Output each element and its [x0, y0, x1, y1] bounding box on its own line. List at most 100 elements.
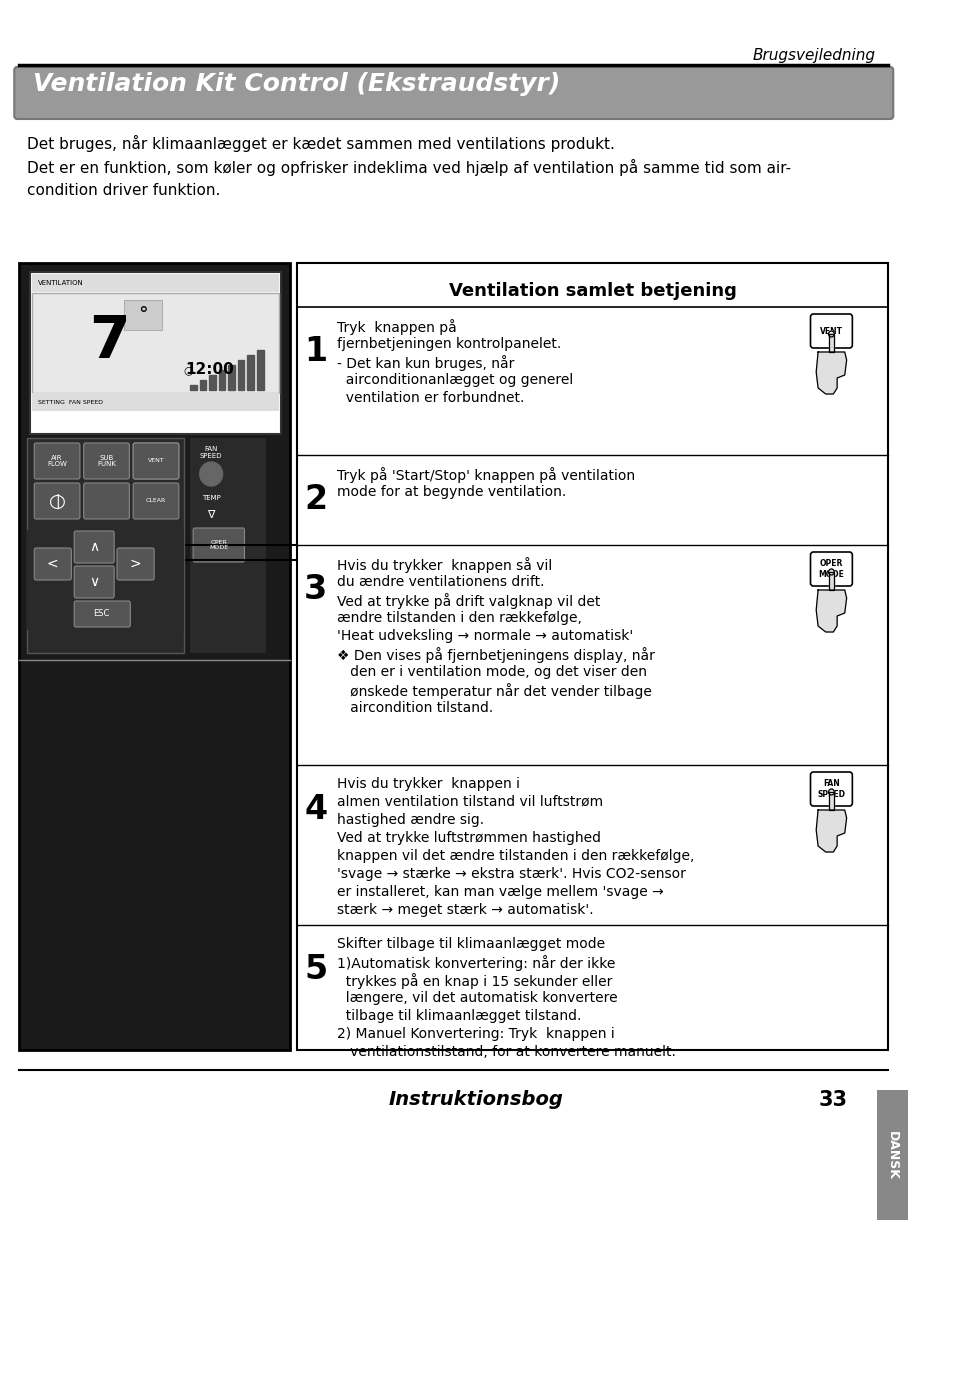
- Polygon shape: [816, 589, 845, 631]
- Text: 5: 5: [304, 953, 327, 986]
- Text: VENTILATION: VENTILATION: [38, 280, 84, 286]
- Bar: [32, 274, 278, 293]
- Bar: [190, 438, 266, 652]
- Bar: [32, 293, 278, 393]
- Polygon shape: [828, 792, 834, 811]
- Text: 'Heat udveksling → normale → automatisk': 'Heat udveksling → normale → automatisk': [336, 629, 633, 643]
- FancyBboxPatch shape: [810, 771, 851, 806]
- Text: 2) Manuel Konvertering: Tryk  knappen i: 2) Manuel Konvertering: Tryk knappen i: [336, 1028, 614, 1042]
- Polygon shape: [828, 335, 834, 351]
- Text: H: H: [38, 420, 49, 433]
- Text: ∇: ∇: [207, 510, 214, 519]
- Text: 12:00: 12:00: [185, 363, 233, 378]
- FancyBboxPatch shape: [74, 601, 131, 627]
- Text: ∨: ∨: [89, 575, 99, 589]
- Text: 4: 4: [304, 792, 327, 826]
- Text: knappen vil det ændre tilstanden i den rækkefølge,: knappen vil det ændre tilstanden i den r…: [336, 848, 694, 862]
- Text: Skifter tilbage til klimaanlægget mode: Skifter tilbage til klimaanlægget mode: [336, 937, 604, 951]
- FancyBboxPatch shape: [34, 547, 71, 580]
- Text: du ændre ventilationens drift.: du ændre ventilationens drift.: [336, 575, 543, 589]
- Text: DANSK: DANSK: [885, 1131, 898, 1179]
- FancyBboxPatch shape: [74, 566, 114, 598]
- Text: trykkes på en knap i 15 sekunder eller: trykkes på en knap i 15 sekunder eller: [336, 973, 612, 988]
- Circle shape: [199, 462, 222, 486]
- Circle shape: [828, 790, 834, 795]
- Text: OPER
MODE: OPER MODE: [818, 559, 843, 578]
- Bar: [296, 263, 887, 1050]
- Text: 3: 3: [304, 573, 327, 606]
- Text: ESC: ESC: [93, 609, 110, 619]
- Polygon shape: [237, 360, 244, 391]
- Polygon shape: [828, 573, 834, 589]
- Text: Ved at trykke på drift valgknap vil det: Ved at trykke på drift valgknap vil det: [336, 594, 599, 609]
- Text: ○: ○: [49, 491, 66, 511]
- Polygon shape: [190, 385, 196, 391]
- Polygon shape: [228, 365, 234, 391]
- Text: 7: 7: [89, 314, 130, 371]
- FancyBboxPatch shape: [133, 442, 178, 479]
- Text: ❖ Den vises på fjernbetjeningens display, når: ❖ Den vises på fjernbetjeningens display…: [336, 647, 654, 664]
- Text: Ventilation Kit Control (Ekstraudstyr): Ventilation Kit Control (Ekstraudstyr): [33, 71, 560, 97]
- Text: FAN
SPEED: FAN SPEED: [817, 780, 844, 798]
- Text: FAN
SPEED: FAN SPEED: [200, 447, 222, 459]
- Text: tilbage til klimaanlægget tilstand.: tilbage til klimaanlægget tilstand.: [336, 1009, 580, 1023]
- Text: |: |: [54, 494, 59, 508]
- Bar: [30, 272, 280, 434]
- Bar: [876, 1091, 906, 1219]
- FancyBboxPatch shape: [84, 442, 130, 479]
- Text: OPER
MODE: OPER MODE: [209, 539, 228, 550]
- Polygon shape: [247, 356, 253, 391]
- Text: VENT: VENT: [148, 459, 164, 463]
- Bar: [27, 438, 183, 652]
- Polygon shape: [256, 350, 263, 391]
- Polygon shape: [816, 351, 845, 393]
- Text: den er i ventilation mode, og det viser den: den er i ventilation mode, og det viser …: [336, 665, 646, 679]
- Text: 33: 33: [818, 1091, 846, 1110]
- FancyBboxPatch shape: [193, 528, 244, 561]
- Polygon shape: [209, 375, 215, 391]
- Text: almen ventilation tilstand vil luftstrøm: almen ventilation tilstand vil luftstrøm: [336, 795, 602, 809]
- FancyBboxPatch shape: [84, 483, 130, 519]
- Text: ○: ○: [183, 365, 193, 375]
- Text: 'svage → stærke → ekstra stærk'. Hvis CO2-sensor: 'svage → stærke → ekstra stærk'. Hvis CO…: [336, 867, 685, 881]
- Bar: [27, 531, 183, 630]
- Text: 1)Automatisk konvertering: når der ikke: 1)Automatisk konvertering: når der ikke: [336, 955, 615, 972]
- Text: 2: 2: [304, 483, 327, 517]
- Text: stærk → meget stærk → automatisk'.: stærk → meget stærk → automatisk'.: [336, 903, 593, 917]
- Text: 1: 1: [304, 335, 327, 368]
- FancyBboxPatch shape: [74, 531, 114, 563]
- Text: aircondition tilstand.: aircondition tilstand.: [336, 701, 493, 715]
- Text: Brugsvejledning: Brugsvejledning: [751, 48, 874, 63]
- Text: ventilationstilstand, for at konvertere manuelt.: ventilationstilstand, for at konvertere …: [336, 1044, 675, 1058]
- Text: Ved at trykke luftstrømmen hastighed: Ved at trykke luftstrømmen hastighed: [336, 832, 600, 846]
- Text: Instruktionsbog: Instruktionsbog: [388, 1091, 562, 1109]
- Circle shape: [828, 568, 834, 575]
- Text: SETTING  FAN SPEED: SETTING FAN SPEED: [38, 399, 103, 405]
- FancyBboxPatch shape: [810, 552, 851, 587]
- Polygon shape: [816, 811, 845, 853]
- Text: Hvis du trykker  knappen i: Hvis du trykker knappen i: [336, 777, 519, 791]
- Text: Det bruges, når klimaanlægget er kædet sammen med ventilations produkt.: Det bruges, når klimaanlægget er kædet s…: [27, 134, 614, 153]
- Text: ændre tilstanden i den rækkefølge,: ændre tilstanden i den rækkefølge,: [336, 610, 581, 624]
- FancyBboxPatch shape: [117, 547, 154, 580]
- Text: Hvis du trykker  knappen så vil: Hvis du trykker knappen så vil: [336, 557, 552, 573]
- Circle shape: [828, 330, 834, 337]
- Text: - Det kan kun bruges, når: - Det kan kun bruges, når: [336, 356, 514, 371]
- Text: ventilation er forbundnet.: ventilation er forbundnet.: [336, 391, 523, 405]
- Text: ∧: ∧: [89, 540, 99, 554]
- Text: condition driver funktion.: condition driver funktion.: [27, 183, 220, 197]
- Text: hastighed ændre sig.: hastighed ændre sig.: [336, 813, 483, 827]
- Polygon shape: [199, 379, 206, 391]
- Text: Tryk  knappen på: Tryk knappen på: [336, 319, 456, 335]
- Text: fjernbetjeningen kontrolpanelet.: fjernbetjeningen kontrolpanelet.: [336, 337, 560, 351]
- Text: VENT: VENT: [819, 326, 842, 336]
- Text: SUB
FUNK: SUB FUNK: [97, 455, 116, 468]
- Bar: [124, 300, 162, 330]
- FancyBboxPatch shape: [133, 483, 178, 519]
- Polygon shape: [218, 370, 225, 391]
- Bar: [32, 393, 278, 412]
- Text: længere, vil det automatisk konvertere: længere, vil det automatisk konvertere: [336, 991, 617, 1005]
- Text: Ventilation samlet betjening: Ventilation samlet betjening: [448, 281, 736, 300]
- Text: AIR
FLOW: AIR FLOW: [47, 455, 67, 468]
- FancyBboxPatch shape: [34, 483, 80, 519]
